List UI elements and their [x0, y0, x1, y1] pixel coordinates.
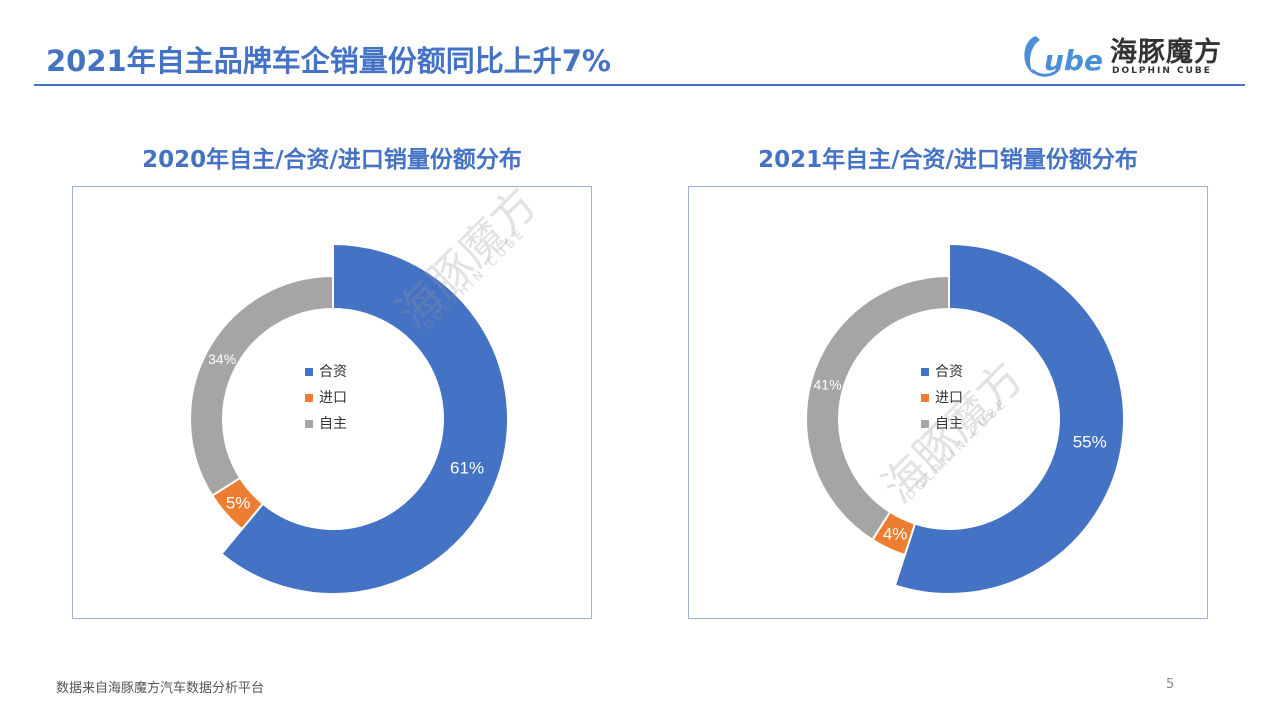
legend-item-合资: 合资	[305, 359, 347, 385]
legend-label: 进口	[319, 390, 347, 406]
legend-swatch-合资	[305, 368, 313, 376]
chart-title-2020: 2020年自主/合资/进口销量份额分布	[142, 147, 522, 173]
slice-自主	[805, 274, 950, 542]
legend-item-进口: 进口	[921, 385, 963, 411]
legend-swatch-合资	[921, 368, 929, 376]
page-number: 5	[1166, 677, 1175, 692]
legend-label: 合资	[935, 364, 963, 380]
chart-2021: 55% 4% 41% 合资 进口 自主 海豚魔方 DOLPHIN CUBE	[688, 186, 1208, 619]
legend-label: 自主	[319, 416, 347, 432]
legend-swatch-进口	[921, 394, 929, 402]
legend-2021: 合资 进口 自主	[921, 359, 963, 437]
slice-合资	[220, 242, 509, 595]
legend-item-自主: 自主	[921, 411, 963, 437]
logo-text-cn: 海豚魔方	[1110, 37, 1222, 68]
data-label-合资: 55%	[1073, 432, 1107, 451]
doughnut-chart-2020: 61% 5% 34%	[189, 242, 509, 595]
brand-logo: ube 海豚魔方 DOLPHIN CUBE	[1018, 26, 1248, 82]
legend-swatch-自主	[305, 420, 313, 428]
data-label-合资: 61%	[450, 458, 484, 477]
data-label-自主: 34%	[208, 351, 236, 367]
chart-title-2021: 2021年自主/合资/进口销量份额分布	[758, 147, 1138, 173]
footer-source: 数据来自海豚魔方汽车数据分析平台	[56, 681, 265, 696]
legend-2020: 合资 进口 自主	[305, 359, 347, 437]
logo-text-en: DOLPHIN CUBE	[1112, 66, 1212, 76]
data-label-进口: 5%	[226, 494, 251, 513]
legend-label: 进口	[935, 390, 963, 406]
header-rule	[34, 84, 1245, 86]
logo-mark-text: ube	[1044, 44, 1103, 77]
legend-item-合资: 合资	[921, 359, 963, 385]
doughnut-chart-2021: 55% 4% 41%	[805, 242, 1125, 595]
legend-swatch-自主	[921, 420, 929, 428]
chart-2020: 61% 5% 34% 合资 进口 自主 海豚魔方 DOLPHIN CUBE	[72, 178, 592, 619]
legend-label: 自主	[935, 416, 963, 432]
slice-自主	[189, 274, 334, 498]
legend-label: 合资	[319, 364, 347, 380]
legend-swatch-进口	[305, 394, 313, 402]
legend-item-自主: 自主	[305, 411, 347, 437]
legend-item-进口: 进口	[305, 385, 347, 411]
data-label-进口: 4%	[883, 524, 908, 543]
slice-合资	[893, 242, 1125, 595]
page-title: 2021年自主品牌车企销量份额同比上升7%	[46, 44, 611, 78]
data-label-自主: 41%	[814, 377, 842, 393]
cube-logo-icon: ube	[1024, 36, 1103, 77]
